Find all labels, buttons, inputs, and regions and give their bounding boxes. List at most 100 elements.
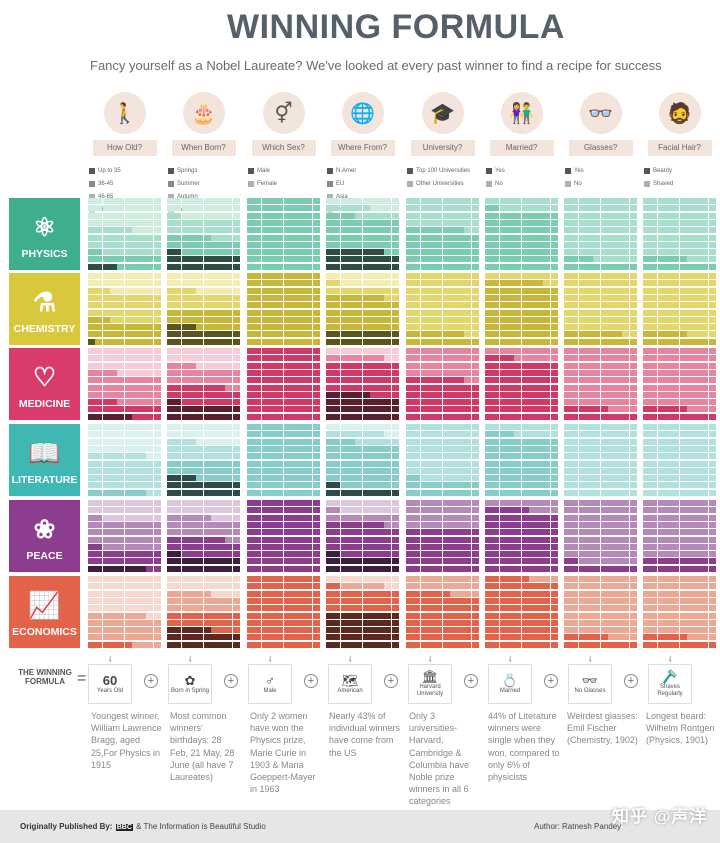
waffle-cell	[593, 406, 601, 413]
waffle-cell	[391, 431, 399, 438]
formula-box: ✿ Born in Spring	[168, 664, 212, 704]
waffle-cell	[174, 475, 182, 482]
waffle-cell	[377, 590, 385, 597]
waffle-cell	[153, 438, 161, 445]
waffle-cell	[290, 565, 298, 572]
waffle-cell	[521, 249, 529, 256]
waffle-cell	[420, 529, 428, 536]
waffle-cell	[167, 521, 174, 528]
waffle-cell	[181, 406, 189, 413]
waffle-cell	[391, 280, 399, 287]
waffle-cell	[196, 234, 204, 241]
waffle-cell	[109, 558, 117, 565]
waffle-cell	[298, 467, 306, 474]
question-4: 🌐Where From?N.AmerEUAsiaOthers	[323, 92, 402, 216]
legend-item: Springs	[168, 164, 204, 177]
waffle-cell	[305, 302, 313, 309]
waffle-cell	[449, 431, 457, 438]
waffle-cell	[218, 273, 226, 279]
waffle-cell	[650, 576, 658, 582]
waffle-cell	[413, 583, 421, 590]
waffle-cell	[369, 583, 377, 590]
waffle-cell	[708, 424, 716, 430]
waffle-cell	[340, 384, 348, 391]
waffle-cell	[174, 543, 182, 550]
waffle-cell	[88, 507, 95, 514]
waffle-cell	[355, 475, 363, 482]
waffle-cell	[543, 590, 551, 597]
waffle-cell	[550, 391, 558, 398]
waffle-cell	[607, 302, 615, 309]
waffle-cell	[528, 369, 536, 376]
waffle-cell	[442, 338, 450, 345]
waffle-cell	[622, 249, 630, 256]
waffle-cell	[218, 205, 226, 212]
waffle-cell	[210, 597, 218, 604]
waffle-cell	[593, 198, 601, 204]
waffle-cell	[550, 241, 558, 248]
waffle-cell	[333, 536, 341, 543]
waffle-cell	[290, 348, 298, 354]
waffle-cell	[355, 362, 363, 369]
waffle-cell	[102, 413, 110, 420]
waffle-cell	[521, 355, 529, 362]
waffle-cell	[333, 634, 341, 641]
waffle-cell	[254, 431, 262, 438]
waffle-cell	[305, 565, 313, 572]
waffle-cell	[102, 558, 110, 565]
waffle-cell	[413, 619, 421, 626]
waffle-cell	[406, 431, 413, 438]
waffle-cell	[247, 241, 254, 248]
waffle-cell	[694, 205, 702, 212]
waffle-cell	[420, 565, 428, 572]
waffle-cell	[413, 529, 421, 536]
waffle-cell	[499, 619, 507, 626]
waffle-cell	[499, 482, 507, 489]
waffle-cell	[340, 348, 348, 354]
waffle-cell	[536, 256, 544, 263]
waffle-cell	[607, 331, 615, 338]
waffle-cell	[261, 413, 269, 420]
waffle-cell	[442, 543, 450, 550]
waffle-cell	[369, 384, 377, 391]
waffle-cell	[499, 287, 507, 294]
waffle-cell	[377, 205, 385, 212]
waffle-cell	[593, 627, 601, 634]
waffle-cell	[95, 280, 103, 287]
waffle-cell	[210, 362, 218, 369]
waffle-cell	[679, 597, 687, 604]
waffle-cell	[203, 406, 211, 413]
waffle-cell	[536, 627, 544, 634]
waffle-cell	[629, 482, 637, 489]
waffle-cell	[131, 384, 139, 391]
waffle-cell	[528, 424, 536, 430]
waffle-cell	[629, 362, 637, 369]
waffle-cell	[413, 576, 421, 582]
waffle-cell	[384, 558, 392, 565]
waffle-cell	[117, 234, 125, 241]
waffle-cell	[369, 309, 377, 316]
waffle-cell	[643, 219, 650, 226]
waffle-cell	[413, 377, 421, 384]
waffle-cell	[585, 500, 593, 506]
waffle-cell	[585, 198, 593, 204]
waffle-cell	[593, 362, 601, 369]
waffle-cell	[384, 529, 392, 536]
waffle-cell	[701, 205, 709, 212]
waffle-cell	[464, 324, 472, 331]
waffle-cell	[514, 590, 522, 597]
waffle-cell	[427, 634, 435, 641]
waffle-cell	[672, 413, 680, 420]
waffle-cell	[485, 348, 492, 354]
waffle-cell	[247, 605, 254, 612]
chart-line-icon: 📈	[28, 590, 61, 620]
waffle-cell	[600, 583, 608, 590]
waffle-cell	[528, 234, 536, 241]
waffle-cell	[514, 309, 522, 316]
waffle-cell	[225, 234, 233, 241]
waffle-cell	[377, 576, 385, 582]
waffle-cell	[442, 467, 450, 474]
waffle-cell	[369, 316, 377, 323]
waffle-cell	[181, 355, 189, 362]
waffle-cell	[708, 445, 716, 452]
